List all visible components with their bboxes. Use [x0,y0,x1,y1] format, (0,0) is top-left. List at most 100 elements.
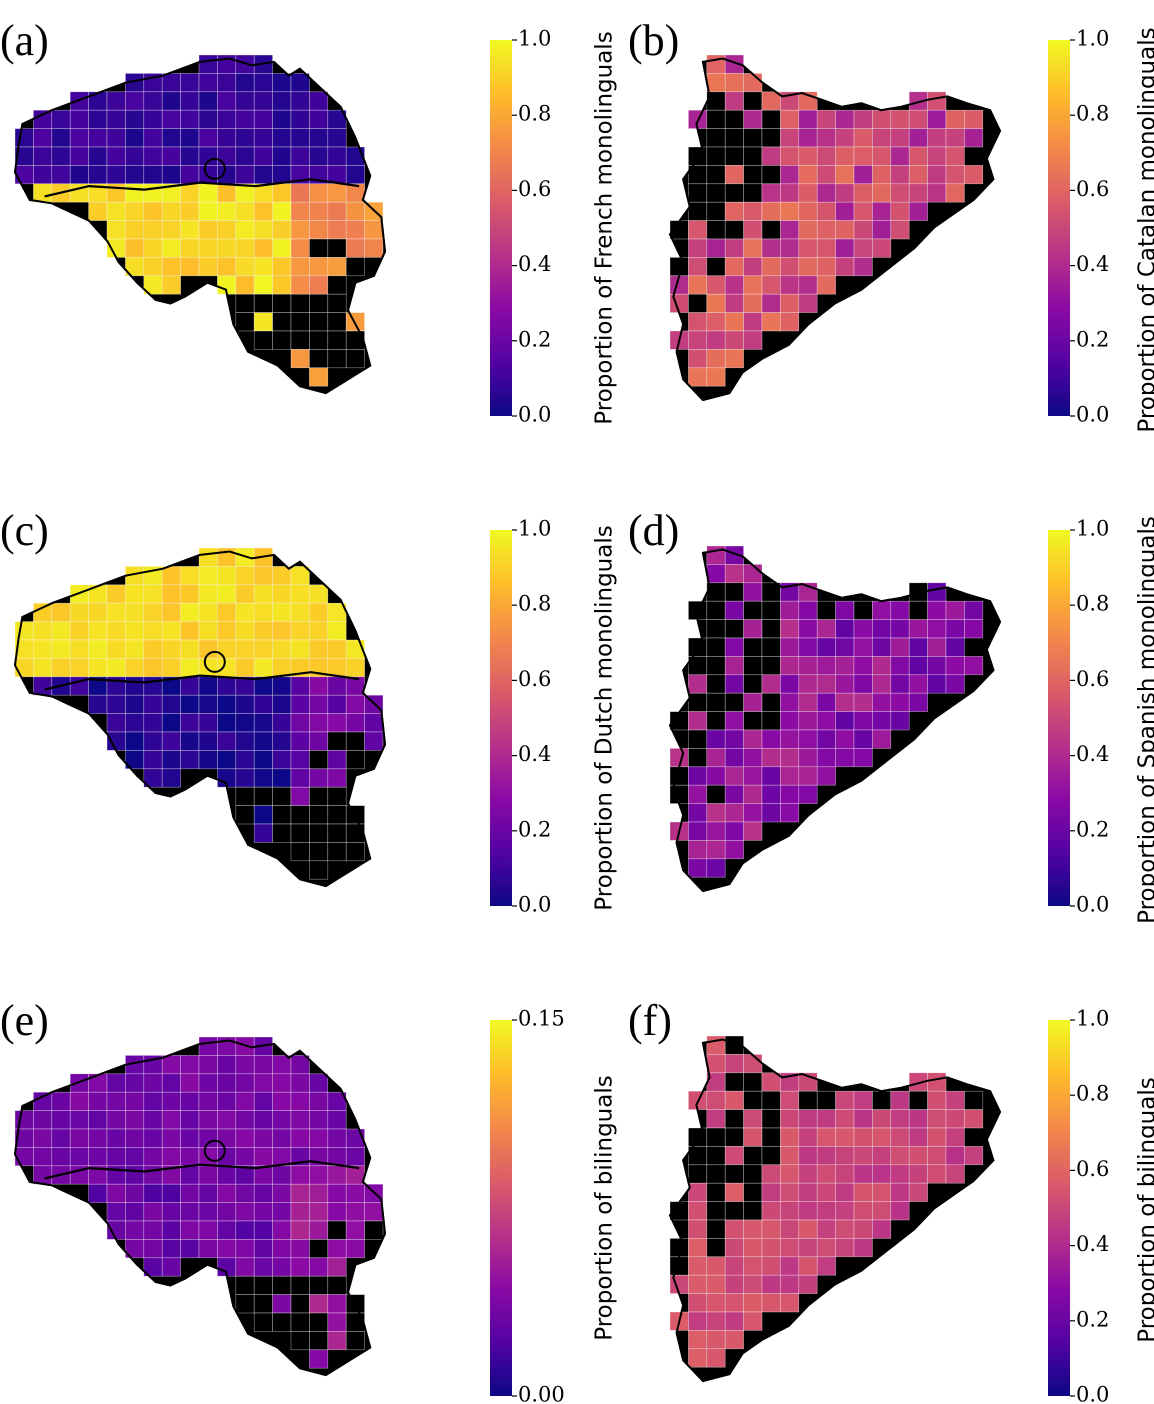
grid-cell [780,1109,800,1129]
panel-label: (a) [0,16,49,65]
grid-cell [309,201,329,221]
grid-cell [69,602,89,622]
grid-cell [780,238,800,258]
grid-cell [125,165,145,185]
colorbar-tick-label: 0.6 [518,667,551,691]
grid-cell [853,238,873,258]
grid-cell [706,656,726,676]
grid-cell [51,165,71,185]
grid-cell [106,621,126,641]
grid-cell [309,1239,329,1259]
grid-cell [706,201,726,221]
grid-cell [835,729,855,749]
grid-cell [33,1110,53,1130]
grid-cell [143,201,163,221]
colorbar-tick-label: 0.0 [1076,1383,1109,1404]
grid-cell [309,1220,329,1240]
grid-cell [908,600,928,620]
colorbar-label: Proportion of Dutch monolinguals [592,525,618,910]
grid-cell [198,1110,218,1130]
grid-cell [143,183,163,203]
grid-cell [253,786,273,806]
grid-cell [309,109,329,129]
grid-cell [69,1128,89,1148]
grid-cell [872,146,892,166]
grid-cell [927,1072,947,1092]
grid-cell [309,293,329,313]
grid-cell [198,694,218,714]
grid-cell [798,1109,818,1129]
grid-cell [235,73,255,93]
grid-cell [51,658,71,678]
grid-cell [290,694,310,714]
grid-cell [309,713,329,733]
grid-cell [88,621,108,641]
grid-cell [724,1164,744,1184]
grid-cell [743,146,763,166]
grid-cell [272,1091,292,1111]
grid-cell [688,238,708,258]
grid-cell [309,1331,329,1351]
region-border [668,1038,1002,1383]
grid-cell [724,582,744,602]
grid-cell [761,257,781,277]
grid-cell [761,146,781,166]
grid-cell [125,109,145,129]
grid-cell [927,165,947,185]
grid-cell [272,713,292,733]
grid-cell [890,1201,910,1221]
grid-cell [272,1257,292,1277]
grid-cell [290,183,310,203]
grid-cell [908,674,928,694]
grid-cell [69,109,89,129]
grid-cell [688,293,708,313]
grid-cell [51,1147,71,1167]
grid-cell [253,750,273,770]
grid-cell [180,201,200,221]
grid-cell [161,602,181,622]
grid-cell [235,602,255,622]
grid-cell [51,1128,71,1148]
grid-cell [161,694,181,714]
grid-cell [180,676,200,696]
grid-cell [761,711,781,731]
grid-cell [290,1128,310,1148]
grid-cell [688,1127,708,1147]
grid-cell [798,1090,818,1110]
grid-cell [743,1238,763,1258]
grid-cell [724,711,744,731]
grid-cell [706,165,726,185]
grid-cell [272,91,292,111]
grid-cell [724,1330,744,1350]
grid-cell [217,54,237,74]
grid-cell [106,220,126,240]
grid-cell [798,748,818,768]
grid-cell [309,312,329,332]
grid-cell [706,238,726,258]
grid-cell [816,600,836,620]
grid-cell [290,1183,310,1203]
grid-cell [927,1146,947,1166]
grid-cell [235,1257,255,1277]
grid-cell [724,656,744,676]
grid-cell [180,1202,200,1222]
grid-cell [688,1256,708,1276]
grid-cell [51,602,71,622]
grid-cell [198,621,218,641]
grid-cell [198,731,218,751]
grid-cell [272,275,292,295]
grid-cell [798,1201,818,1221]
grid-cell [872,692,892,712]
grid-cell [253,146,273,166]
grid-cell [835,1109,855,1129]
brussels-outline [203,650,226,673]
grid-cell [235,1239,255,1259]
grid-cell [309,1165,329,1185]
grid-cell [235,1147,255,1167]
grid-cell [816,1256,836,1276]
colorbar-tick-label: 0.0 [1076,893,1109,917]
grid-cell [88,146,108,166]
grid-cell [743,637,763,657]
grid-cell [143,1073,163,1093]
grid-cell [688,330,708,350]
